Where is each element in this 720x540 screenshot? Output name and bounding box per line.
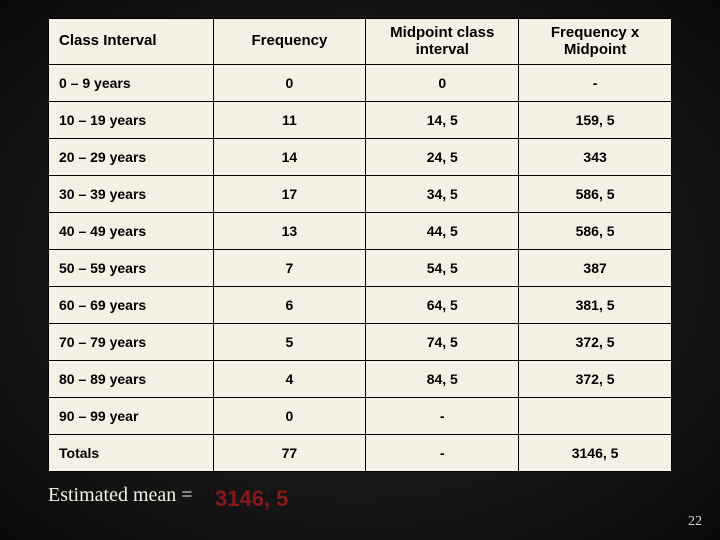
cell: 10 – 19 years bbox=[49, 102, 214, 139]
cell: 7 bbox=[213, 250, 366, 287]
cell: 80 – 89 years bbox=[49, 361, 214, 398]
table-row: 50 – 59 years 7 54, 5 387 bbox=[49, 250, 672, 287]
cell: 44, 5 bbox=[366, 213, 519, 250]
table-row: 60 – 69 years 6 64, 5 381, 5 bbox=[49, 287, 672, 324]
page-number: 22 bbox=[688, 514, 702, 530]
cell: 4 bbox=[213, 361, 366, 398]
cell: 30 – 39 years bbox=[49, 176, 214, 213]
cell: 74, 5 bbox=[366, 324, 519, 361]
cell: 0 bbox=[366, 65, 519, 102]
cell: 5 bbox=[213, 324, 366, 361]
cell: 586, 5 bbox=[519, 176, 672, 213]
frequency-table: Class Interval Frequency Midpoint class … bbox=[48, 18, 672, 472]
table-row: 0 – 9 years 0 0 - bbox=[49, 65, 672, 102]
cell: 0 bbox=[213, 65, 366, 102]
cell: Totals bbox=[49, 435, 214, 472]
cell: 54, 5 bbox=[366, 250, 519, 287]
col-header-class-interval: Class Interval bbox=[49, 19, 214, 65]
cell: 372, 5 bbox=[519, 324, 672, 361]
cell: 586, 5 bbox=[519, 213, 672, 250]
cell: 17 bbox=[213, 176, 366, 213]
table-row: 20 – 29 years 14 24, 5 343 bbox=[49, 139, 672, 176]
table-row: 30 – 39 years 17 34, 5 586, 5 bbox=[49, 176, 672, 213]
slide: Class Interval Frequency Midpoint class … bbox=[0, 0, 720, 540]
table-row: 90 – 99 year 0 - bbox=[49, 398, 672, 435]
table-row: 40 – 49 years 13 44, 5 586, 5 bbox=[49, 213, 672, 250]
cell: 34, 5 bbox=[366, 176, 519, 213]
cell: 64, 5 bbox=[366, 287, 519, 324]
cell: 40 – 49 years bbox=[49, 213, 214, 250]
cell: 0 – 9 years bbox=[49, 65, 214, 102]
cell: 14 bbox=[213, 139, 366, 176]
table-row: 80 – 89 years 4 84, 5 372, 5 bbox=[49, 361, 672, 398]
cell: 13 bbox=[213, 213, 366, 250]
table-header-row: Class Interval Frequency Midpoint class … bbox=[49, 19, 672, 65]
cell: 381, 5 bbox=[519, 287, 672, 324]
cell: 84, 5 bbox=[366, 361, 519, 398]
cell: 3146, 5 bbox=[519, 435, 672, 472]
cell: - bbox=[366, 398, 519, 435]
mean-overlay-text: 3146, 5 bbox=[215, 486, 288, 512]
cell: 20 – 29 years bbox=[49, 139, 214, 176]
cell: 343 bbox=[519, 139, 672, 176]
cell: 77 bbox=[213, 435, 366, 472]
cell: 90 – 99 year bbox=[49, 398, 214, 435]
cell: 372, 5 bbox=[519, 361, 672, 398]
table-row-totals: Totals 77 - 3146, 5 bbox=[49, 435, 672, 472]
cell: 50 – 59 years bbox=[49, 250, 214, 287]
cell: 387 bbox=[519, 250, 672, 287]
cell: 24, 5 bbox=[366, 139, 519, 176]
col-header-midpoint: Midpoint class interval bbox=[366, 19, 519, 65]
cell: 60 – 69 years bbox=[49, 287, 214, 324]
cell: 6 bbox=[213, 287, 366, 324]
cell: 14, 5 bbox=[366, 102, 519, 139]
cell: - bbox=[366, 435, 519, 472]
cell: - bbox=[519, 65, 672, 102]
cell: 70 – 79 years bbox=[49, 324, 214, 361]
table-row: 10 – 19 years 11 14, 5 159, 5 bbox=[49, 102, 672, 139]
col-header-freq-x-midpoint: Frequency x Midpoint bbox=[519, 19, 672, 65]
cell: 11 bbox=[213, 102, 366, 139]
table-row: 70 – 79 years 5 74, 5 372, 5 bbox=[49, 324, 672, 361]
estimated-mean-label: Estimated mean = bbox=[48, 484, 193, 507]
estimated-mean-row: Estimated mean = 2146,5 77 40,08 bbox=[48, 482, 672, 509]
cell: 159, 5 bbox=[519, 102, 672, 139]
col-header-frequency: Frequency bbox=[213, 19, 366, 65]
cell: 0 bbox=[213, 398, 366, 435]
cell bbox=[519, 398, 672, 435]
